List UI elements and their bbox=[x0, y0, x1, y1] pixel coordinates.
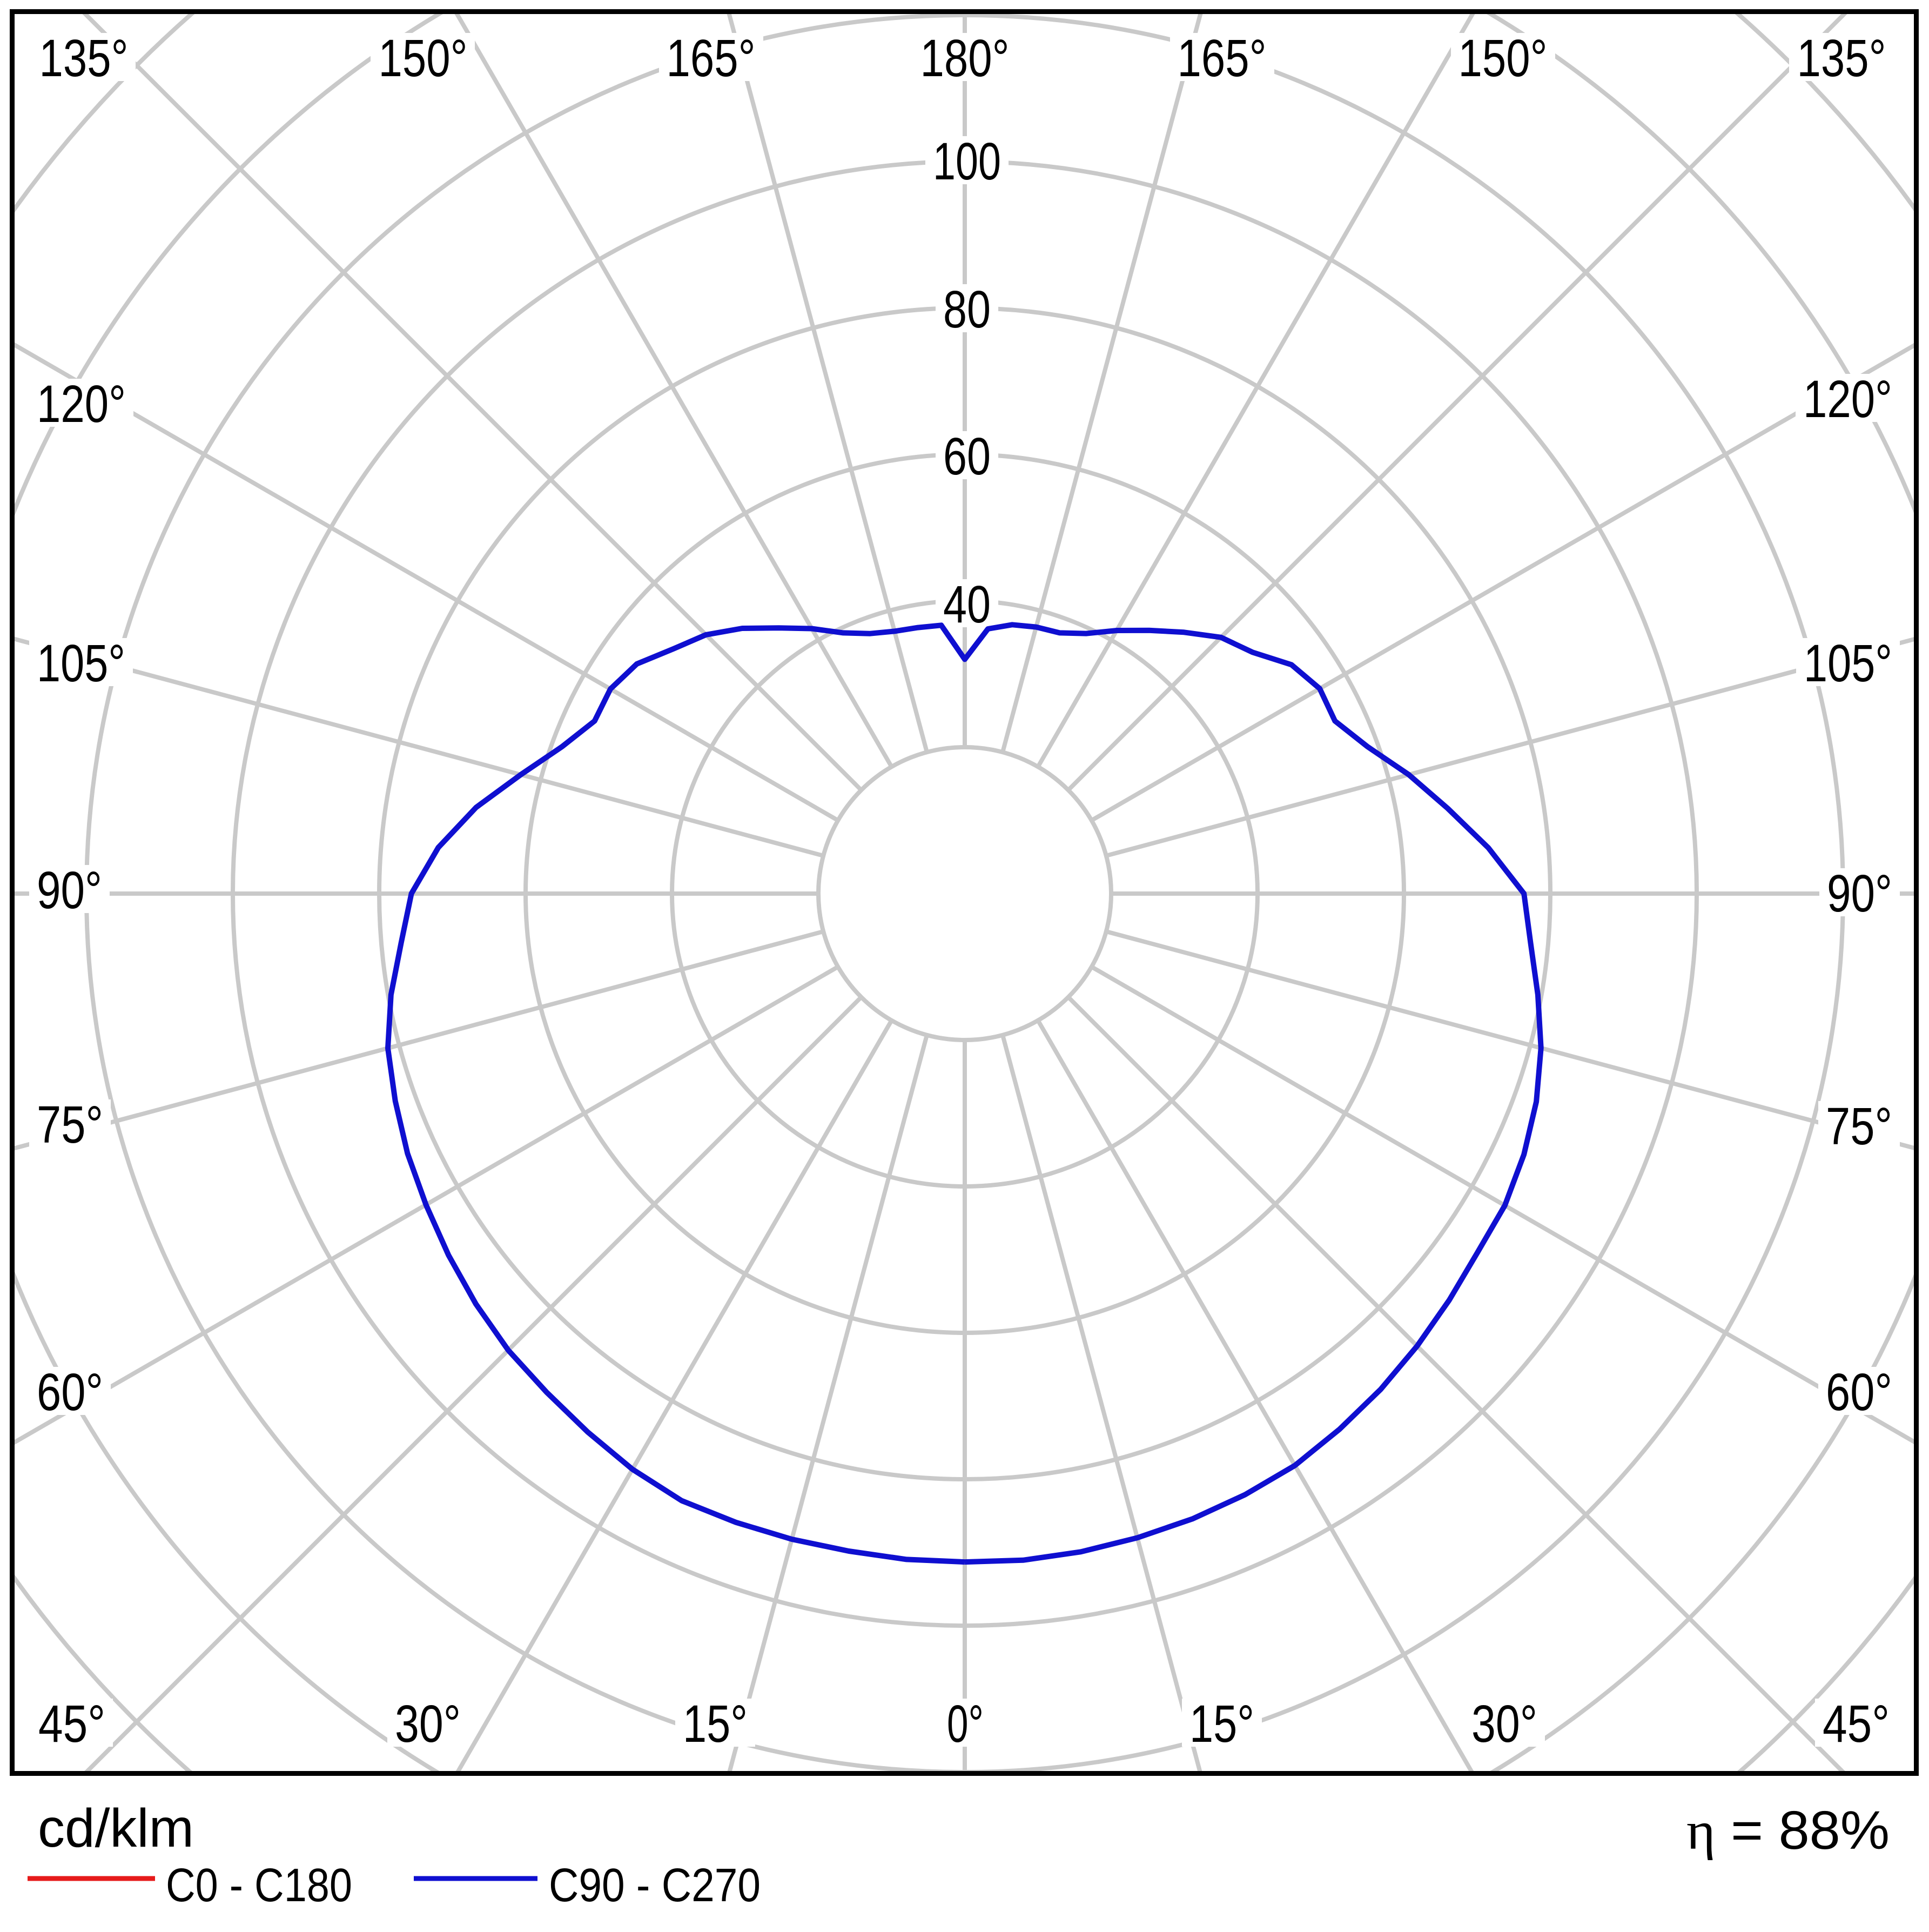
svg-text:cd/klm: cd/klm bbox=[38, 1798, 194, 1859]
svg-text:135°: 135° bbox=[1797, 29, 1886, 88]
svg-text:40: 40 bbox=[943, 575, 991, 634]
svg-text:60°: 60° bbox=[1826, 1363, 1892, 1421]
svg-text:150°: 150° bbox=[379, 29, 468, 88]
svg-text:100: 100 bbox=[933, 132, 1001, 191]
svg-text:C90 - C270: C90 - C270 bbox=[549, 1859, 761, 1911]
svg-text:120°: 120° bbox=[37, 374, 126, 433]
svg-text:120°: 120° bbox=[1803, 370, 1892, 428]
svg-text:15°: 15° bbox=[683, 1694, 748, 1753]
svg-text:75°: 75° bbox=[37, 1095, 103, 1154]
svg-text:45°: 45° bbox=[38, 1694, 105, 1753]
svg-text:30°: 30° bbox=[395, 1694, 461, 1753]
svg-text:15°: 15° bbox=[1189, 1694, 1254, 1753]
svg-text:90°: 90° bbox=[37, 861, 102, 920]
svg-text:60°: 60° bbox=[37, 1363, 103, 1421]
svg-text:180°: 180° bbox=[920, 29, 1010, 88]
svg-text:135°: 135° bbox=[39, 29, 129, 88]
svg-text:165°: 165° bbox=[1178, 29, 1267, 88]
svg-text:30°: 30° bbox=[1471, 1694, 1537, 1753]
svg-text:60: 60 bbox=[943, 427, 991, 486]
svg-text:75°: 75° bbox=[1826, 1097, 1892, 1156]
svg-text:0°: 0° bbox=[947, 1694, 984, 1753]
svg-text:105°: 105° bbox=[37, 634, 125, 693]
svg-text:165°: 165° bbox=[667, 29, 756, 88]
svg-text:C0 - C180: C0 - C180 bbox=[166, 1859, 352, 1911]
svg-text:105°: 105° bbox=[1804, 634, 1892, 693]
svg-text:80: 80 bbox=[943, 280, 991, 339]
svg-text:150°: 150° bbox=[1458, 29, 1548, 88]
svg-text:η = 88%: η = 88% bbox=[1686, 1800, 1890, 1861]
svg-text:90°: 90° bbox=[1827, 864, 1892, 923]
svg-text:45°: 45° bbox=[1823, 1694, 1890, 1753]
